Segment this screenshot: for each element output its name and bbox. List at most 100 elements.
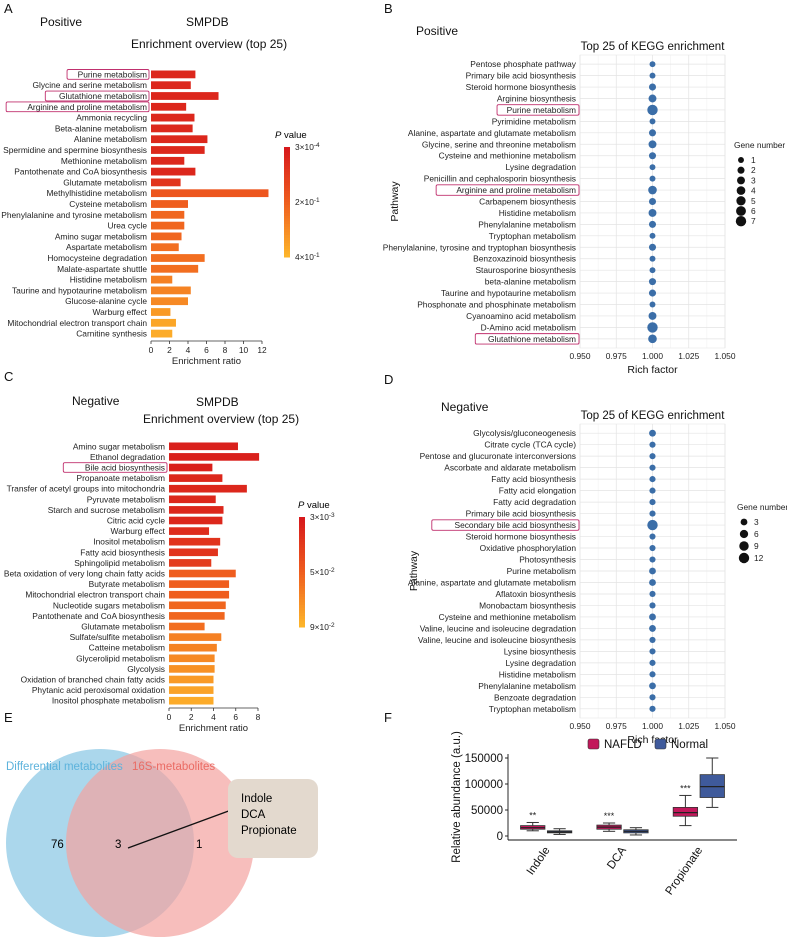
colorbar-tick-base: 5×10 bbox=[310, 567, 329, 577]
bar-starch-and-sucrose-metabolism bbox=[169, 506, 224, 514]
colorbar-segment bbox=[284, 229, 290, 233]
pathway-label-pentose-phosphate-pathway: Pentose phosphate pathway bbox=[470, 59, 577, 69]
size-legend-label-5: 5 bbox=[751, 196, 756, 206]
size-legend-dot-4 bbox=[736, 186, 746, 195]
colorbar-segment bbox=[299, 588, 305, 592]
pathway-label-ascorbate-and-aldarate-metabolism: Ascorbate and aldarate metabolism bbox=[444, 463, 576, 473]
dot-phosphonate-and-phosphinate-metabolism bbox=[649, 301, 656, 308]
colorbar-segment bbox=[299, 583, 305, 587]
size-legend-dot-3 bbox=[740, 518, 748, 526]
bar-taurine-and-hypotaurine-metabolism bbox=[151, 286, 191, 295]
dot-phenylalanine-metabolism bbox=[649, 682, 656, 690]
size-legend-dot-6 bbox=[736, 206, 746, 216]
dot-valine-leucine-and-isoleucine-degradation bbox=[649, 625, 656, 632]
bar-nucleotide-sugars-metabolism bbox=[169, 601, 226, 610]
highlight-box-glutathione-metabolism bbox=[44, 90, 150, 102]
colorbar-segment bbox=[299, 539, 305, 543]
dot-monobactam-biosynthesis bbox=[649, 602, 656, 609]
bar-label-aspartate-metabolism: Aspartate metabolism bbox=[66, 242, 147, 252]
x-tick-label-12: 12 bbox=[257, 345, 267, 355]
bar-label-urea-cycle: Urea cycle bbox=[107, 221, 147, 231]
colorbar-segment bbox=[299, 555, 305, 559]
pathway-label-carbapenem-biosynthesis: Carbapenem biosynthesis bbox=[479, 197, 576, 207]
colorbar-segment bbox=[299, 533, 305, 537]
colorbar-segment bbox=[284, 251, 290, 255]
bar-amino-sugar-metabolism bbox=[169, 442, 238, 451]
panel-b-mode: Positive bbox=[416, 24, 458, 38]
pathway-label-valine-leucine-and-isoleucine-biosynthesis: Valine, leucine and isoleucine biosynthe… bbox=[418, 635, 576, 645]
colorbar-segment bbox=[299, 547, 305, 551]
bar-label-butyrate-metabolism: Butyrate metabolism bbox=[89, 579, 165, 589]
size-legend-dot-2 bbox=[737, 166, 745, 174]
pathway-label-lysine-degradation: Lysine degradation bbox=[506, 162, 577, 172]
size-legend-label-3: 3 bbox=[751, 175, 756, 185]
bar-label-pantothenate-and-coa-biosynthesis: Pantothenate and CoA biosynthesis bbox=[14, 167, 147, 177]
dot-histidine-metabolism bbox=[649, 671, 656, 678]
bar-bile-acid-biosynthesis bbox=[169, 463, 213, 472]
colorbar-segment bbox=[299, 561, 305, 565]
venn-diagram: Differential metabolites 16S-metabolites… bbox=[6, 749, 318, 937]
colorbar-segment bbox=[299, 591, 305, 595]
size-legend-label-6: 6 bbox=[754, 529, 759, 539]
colorbar-segment bbox=[299, 541, 305, 545]
dot-cysteine-and-methionine-metabolism bbox=[648, 152, 657, 160]
dot-aflatoxin-biosynthesis bbox=[649, 590, 656, 598]
colorbar-tick-base: 3×10 bbox=[295, 142, 314, 152]
x-axis-title: Rich factor bbox=[627, 364, 678, 376]
panel-b-letter: B bbox=[384, 1, 393, 16]
dot-arginine-biosynthesis bbox=[648, 94, 657, 103]
bar-label-malate-aspartate-shuttle: Malate-aspartate shuttle bbox=[57, 264, 147, 274]
significance-dca: *** bbox=[604, 811, 615, 821]
highlight-box-purine-metabolism bbox=[496, 104, 580, 116]
size-legend-dot-5 bbox=[736, 196, 746, 206]
x-tick-label-4: 4 bbox=[186, 345, 191, 355]
pathway-label-photosynthesis: Photosynthesis bbox=[519, 555, 576, 565]
pathway-label-steroid-hormone-biosynthesis: Steroid hormone biosynthesis bbox=[466, 532, 576, 542]
pathway-label-fatty-acid-elongation: Fatty acid elongation bbox=[499, 486, 577, 496]
pathway-label-primary-bile-acid-biosynthesis: Primary bile acid biosynthesis bbox=[466, 71, 576, 81]
shared-item-propionate: Propionate bbox=[241, 825, 297, 837]
pathway-label-fatty-acid-degradation: Fatty acid degradation bbox=[493, 497, 576, 507]
size-legend-dot-9 bbox=[739, 541, 749, 551]
colorbar-segment bbox=[284, 160, 290, 164]
bar-glycolysis bbox=[169, 665, 215, 673]
bar-beta-oxidation-of-very-long-chain-fatty-acids bbox=[169, 569, 236, 578]
dot-photosynthesis bbox=[649, 556, 656, 563]
colorbar-segment bbox=[284, 169, 290, 173]
x-tick-label-0: 0 bbox=[167, 712, 172, 722]
colorbar-segment bbox=[299, 599, 305, 603]
bar-pantothenate-and-coa-biosynthesis bbox=[151, 167, 196, 176]
colorbar-segment bbox=[299, 624, 305, 628]
colorbar-segment bbox=[284, 185, 290, 189]
dot-histidine-metabolism bbox=[648, 208, 657, 217]
colorbar-segment bbox=[299, 566, 305, 570]
colorbar-segment bbox=[299, 577, 305, 581]
pathway-label-glycolysis-gluconeogenesis: Glycolysis/gluconeogenesis bbox=[473, 428, 576, 438]
colorbar-segment bbox=[299, 528, 305, 532]
bar-butyrate-metabolism bbox=[169, 580, 230, 588]
pathway-label-arginine-biosynthesis: Arginine biosynthesis bbox=[497, 93, 576, 103]
legend-label-nafld: NAFLD bbox=[604, 739, 642, 751]
bar-inositol-metabolism bbox=[169, 537, 221, 546]
pathway-label-phenylalanine-metabolism: Phenylalanine metabolism bbox=[478, 681, 576, 691]
dot-phenylalanine-metabolism bbox=[648, 220, 657, 228]
colorbar-segment bbox=[284, 215, 290, 219]
colorbar-segment bbox=[284, 254, 290, 258]
colorbar-segment bbox=[299, 596, 305, 600]
bar-transfer-of-acetyl-groups-into-mitochondria bbox=[169, 484, 247, 493]
pathway-label-penicillin-and-cephalosporin-biosynthesis: Penicillin and cephalosporin biosynthesi… bbox=[424, 174, 576, 184]
bar-methionine-metabolism bbox=[151, 156, 185, 165]
dot-staurosporine-biosynthesis bbox=[649, 267, 656, 274]
shared-metabolites-box bbox=[228, 779, 318, 858]
colorbar-segment bbox=[284, 199, 290, 203]
panel-a-letter: A bbox=[4, 1, 13, 16]
pathway-label-cysteine-and-methionine-metabolism: Cysteine and methionine metabolism bbox=[439, 612, 576, 622]
bar-pyruvate-metabolism bbox=[169, 495, 216, 504]
size-legend-label-7: 7 bbox=[751, 216, 756, 226]
bar-label-transfer-of-acetyl-groups-into-mitochondria: Transfer of acetyl groups into mitochond… bbox=[7, 484, 166, 494]
pathway-label-alanine-aspartate-and-glutamate-metabolism: Alanine, aspartate and glutamate metabol… bbox=[408, 128, 576, 138]
colorbar-segment bbox=[284, 210, 290, 214]
dot-glycine-serine-and-threonine-metabolism bbox=[648, 140, 657, 149]
significance-indole: ** bbox=[529, 810, 537, 820]
